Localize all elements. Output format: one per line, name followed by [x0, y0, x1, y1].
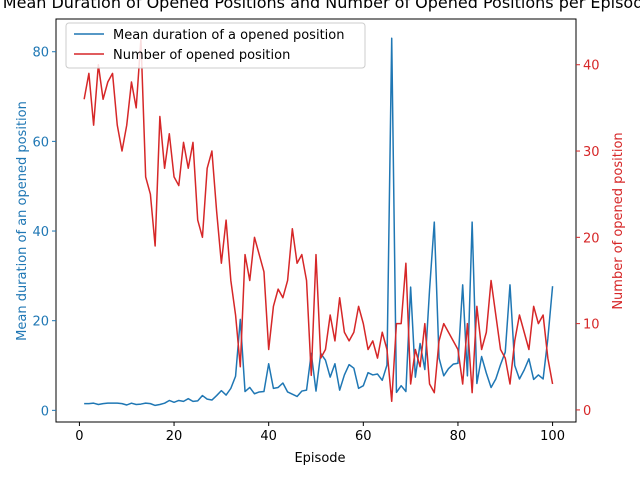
chart-title: Mean Duration of Opened Positions and Nu… — [3, 0, 640, 12]
x-tick-label: 80 — [450, 429, 467, 444]
left-y-tick-label: 0 — [41, 404, 49, 419]
x-tick-label: 20 — [166, 429, 183, 444]
right-y-axis-label: Number of opened position — [611, 132, 626, 309]
right-y-tick-label: 20 — [583, 231, 600, 246]
plot-frame — [55, 18, 577, 423]
x-axis-label: Episode — [294, 451, 345, 466]
x-tick-label: 60 — [355, 429, 372, 444]
x-tick-label: 100 — [540, 429, 565, 444]
left-y-tick-label: 60 — [32, 135, 49, 150]
x-axis-ticks: 0 20 40 60 80 100 — [75, 422, 565, 444]
series-line-count — [83, 38, 554, 403]
left-y-tick-label: 40 — [32, 225, 49, 240]
x-tick-label: 40 — [260, 429, 277, 444]
legend: Mean duration of a opened position Numbe… — [65, 22, 366, 69]
x-tick-label: 0 — [75, 429, 83, 444]
right-y-tick-label: 10 — [583, 318, 600, 333]
left-y-axis-label: Mean duration of an opened position — [15, 101, 30, 341]
legend-box — [65, 22, 366, 69]
legend-label-count: Number of opened position — [113, 48, 290, 63]
left-y-axis-ticks: 0 20 40 60 80 — [32, 46, 56, 419]
legend-label-duration: Mean duration of a opened position — [113, 28, 344, 43]
series-line-duration — [84, 37, 554, 407]
plot-lines — [83, 37, 554, 407]
right-y-tick-label: 0 — [583, 404, 591, 419]
left-y-tick-label: 20 — [32, 315, 49, 330]
left-y-tick-label: 80 — [32, 46, 49, 61]
right-y-tick-label: 40 — [583, 59, 600, 74]
right-y-axis-ticks: 0 10 20 30 40 — [576, 59, 600, 419]
right-y-tick-label: 30 — [583, 145, 600, 160]
